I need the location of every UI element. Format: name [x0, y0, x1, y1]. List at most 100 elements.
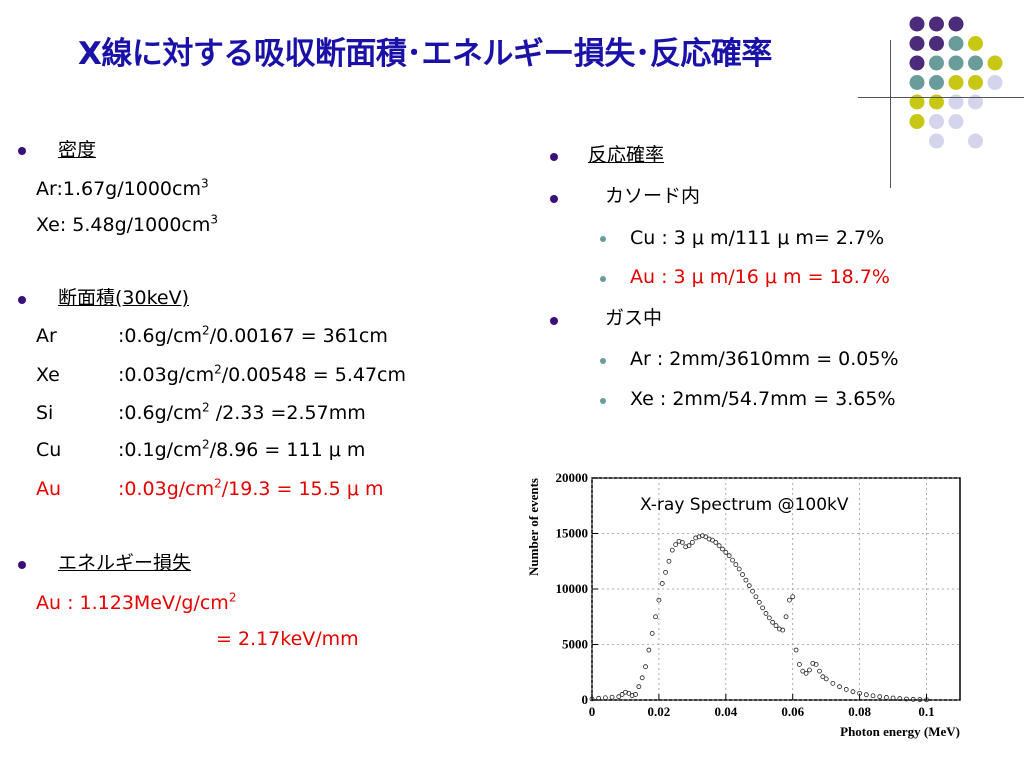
data-point [616, 694, 622, 700]
data-point [837, 684, 842, 690]
reaction-probability-heading: 反応確率 [588, 144, 665, 166]
x-tick-label: 0 [589, 704, 596, 719]
data-point [780, 627, 786, 633]
y-tick-label: 5000 [562, 637, 588, 652]
cross-section-value: :0.1g/cm2/8.96 = 111 μ m [118, 437, 366, 461]
data-point [669, 547, 675, 553]
data-point [666, 558, 672, 564]
element-label: Si [36, 402, 54, 424]
data-point [750, 588, 755, 594]
data-point [770, 619, 776, 625]
decorative-dot [929, 16, 944, 32]
y-tick-label: 0 [582, 692, 589, 707]
data-point [713, 539, 719, 545]
bullet-icon [550, 195, 558, 203]
data-point [830, 680, 836, 686]
data-point [679, 539, 685, 545]
data-point [786, 597, 792, 603]
data-point [766, 615, 772, 621]
data-point [736, 566, 742, 572]
data-points [589, 533, 929, 703]
data-point [740, 572, 745, 577]
decorative-dot [929, 114, 944, 129]
data-point [890, 695, 896, 701]
data-point [870, 693, 876, 699]
data-point [653, 614, 658, 620]
data-point [797, 662, 802, 667]
decorative-dot [968, 55, 983, 71]
cathode-heading: カソード内 [605, 185, 701, 207]
decorative-dot-grid [909, 16, 1003, 149]
density-heading: 密度 [58, 139, 97, 161]
data-point [763, 611, 769, 616]
data-point [857, 690, 863, 696]
decorative-dot [909, 36, 925, 51]
sub-bullet-icon [600, 398, 606, 404]
decorative-dot [929, 133, 944, 149]
data-point [663, 569, 669, 575]
data-point [596, 695, 602, 701]
data-point [589, 696, 595, 702]
data-point [656, 597, 662, 603]
chart-title: X-ray Spectrum @100kV [640, 495, 849, 515]
decorative-vertical-line [890, 40, 891, 188]
gas-heading: ガス中 [605, 307, 663, 329]
element-label: Ar [36, 325, 57, 347]
data-point [689, 539, 695, 545]
data-point [756, 599, 762, 605]
data-point [723, 549, 729, 555]
data-point [817, 668, 822, 674]
energy-loss-line-2: = 2.17keV/mm [216, 628, 359, 650]
data-point [619, 692, 625, 697]
data-point [850, 689, 856, 695]
data-point [639, 675, 645, 681]
axis-ticks: 0 0.02 0.04 0.06 0.08 0.1 0 5000 10000 15000 20000 [556, 470, 935, 719]
data-point [673, 542, 679, 547]
decorative-dot [948, 36, 964, 51]
decorative-dot [948, 55, 964, 71]
xray-spectrum-chart: 0 0.02 0.04 0.06 0.08 0.1 0 5000 10000 15000 20000… [526, 470, 961, 739]
data-point [783, 614, 789, 620]
data-point [746, 583, 752, 589]
decorative-dot [929, 36, 944, 51]
bullet-icon [18, 296, 26, 304]
y-tick-label: 10000 [556, 581, 589, 596]
cross-section-value: :0.6g/cm2 /2.33 =2.57mm [118, 400, 366, 424]
data-point [800, 668, 806, 674]
data-point [636, 684, 642, 690]
density-xe: Xe: 5.48g/1000cm3 [36, 212, 219, 236]
data-point [726, 553, 732, 559]
data-point [813, 662, 819, 667]
data-point [773, 623, 779, 629]
decorative-dot [968, 75, 983, 90]
data-point [910, 696, 916, 702]
bullet-icon [18, 561, 26, 569]
cross-section-value: :0.6g/cm2/0.00167 = 361cm [118, 323, 388, 347]
decorative-dot [987, 75, 1003, 90]
data-point [710, 537, 715, 543]
decorative-dot [987, 55, 1003, 71]
data-point [790, 594, 796, 600]
data-point [823, 676, 829, 682]
x-tick-label: 0.02 [648, 704, 671, 719]
data-point [609, 694, 615, 700]
data-point [730, 557, 735, 563]
bullet-icon [550, 317, 558, 325]
data-point [720, 546, 725, 552]
data-point [659, 581, 665, 586]
sub-bullet-icon [600, 276, 606, 282]
decorative-dot [909, 55, 925, 71]
x-tick-label: 0.08 [848, 704, 871, 719]
energy-loss-heading: エネルギー損失 [58, 552, 192, 574]
gas-item: Ar : 2mm/3610mm = 0.05% [630, 348, 899, 370]
slide-title: X線に対する吸収断面積･エネルギー損失･反応確率 [78, 36, 772, 72]
element-label: Au [36, 478, 62, 500]
data-point [703, 534, 709, 540]
element-label: Cu [36, 439, 62, 461]
x-tick-label: 0.1 [918, 704, 934, 719]
data-point [633, 692, 638, 697]
x-tick-label: 0.04 [714, 704, 737, 719]
cathode-item: Cu : 3 μ m/111 μ m= 2.7% [630, 227, 885, 249]
data-point [924, 697, 929, 703]
cross-section-value: :0.03g/cm2/19.3 = 15.5 μ m [118, 476, 384, 500]
